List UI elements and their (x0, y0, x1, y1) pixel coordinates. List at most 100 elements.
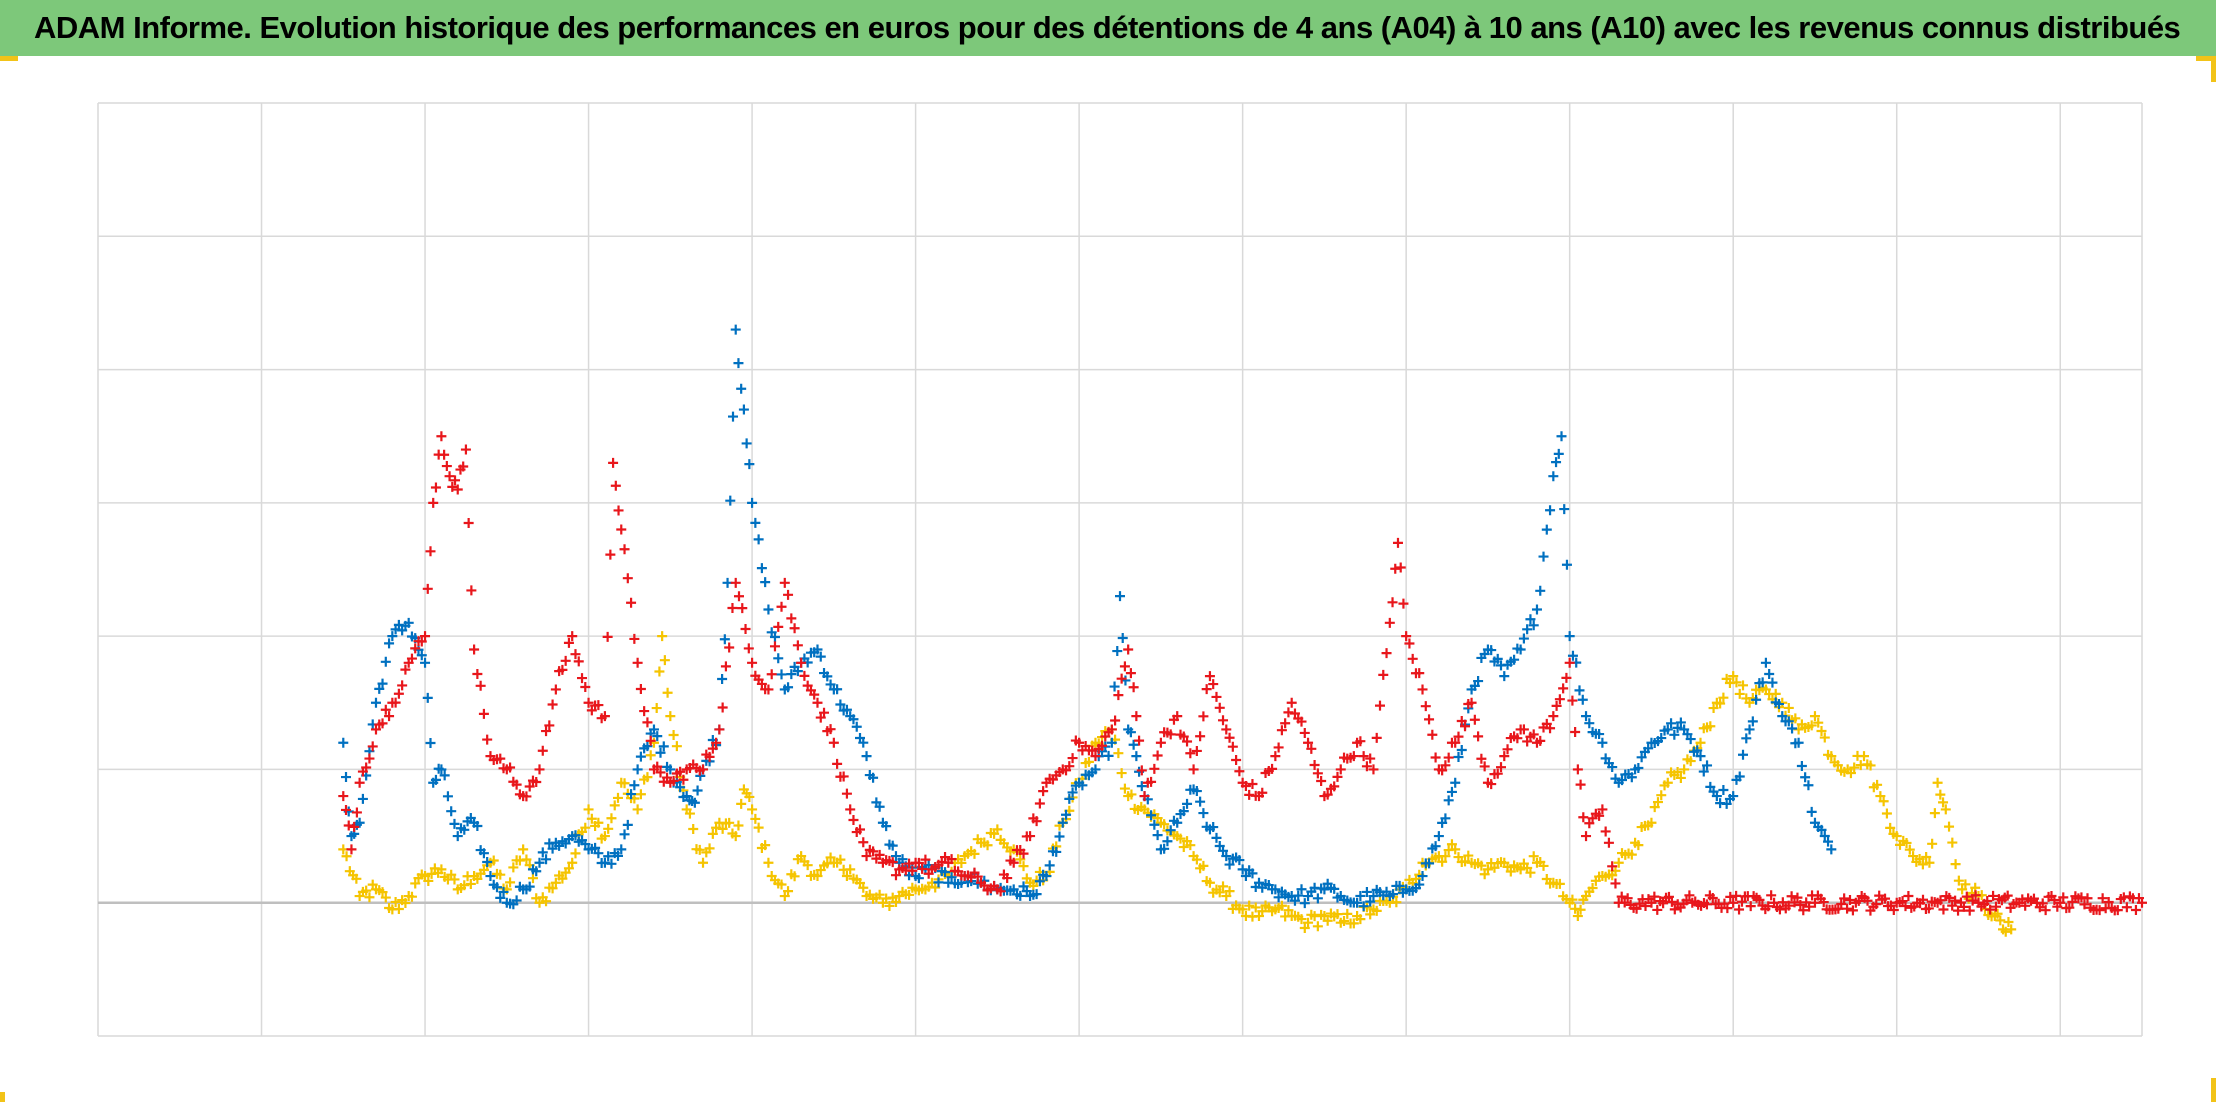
data-point (1312, 893, 1323, 904)
data-point (593, 848, 604, 859)
series-layer (338, 324, 2147, 937)
data-point (1443, 795, 1454, 806)
data-point (1015, 890, 1026, 901)
data-point (1900, 901, 1911, 912)
data-point (1175, 833, 1186, 844)
data-point (478, 848, 489, 859)
data-point (1903, 890, 1914, 901)
data-point (1414, 668, 1425, 679)
data-point (884, 900, 895, 911)
data-point (1554, 878, 1565, 889)
data-point (1548, 471, 1559, 482)
data-point (1424, 858, 1435, 869)
data-point (1067, 787, 1078, 798)
data-point (1666, 896, 1677, 907)
data-point (868, 772, 879, 783)
data-point (430, 774, 441, 785)
data-point (671, 741, 682, 752)
data-point (812, 871, 823, 882)
data-point (463, 518, 474, 529)
data-point (1809, 897, 1820, 908)
data-point (946, 872, 957, 883)
data-point (1257, 787, 1268, 798)
data-point (1018, 861, 1029, 872)
data-point (689, 797, 700, 808)
data-point (361, 885, 372, 896)
data-point (750, 517, 761, 528)
data-point (2055, 897, 2066, 908)
data-point (1198, 808, 1209, 819)
data-point (1603, 837, 1614, 848)
data-point (684, 808, 695, 819)
data-point (357, 793, 368, 804)
data-point (1476, 753, 1487, 764)
data-point (783, 589, 794, 600)
data-point (1348, 918, 1359, 929)
data-point (1224, 732, 1235, 743)
data-point (1751, 694, 1762, 705)
data-point (887, 857, 898, 868)
data-point (1365, 753, 1376, 764)
data-point (645, 750, 656, 761)
data-point (799, 670, 810, 681)
data-point (377, 678, 388, 689)
data-point (416, 636, 427, 647)
data-point (1923, 903, 1934, 914)
data-point (1938, 904, 1949, 915)
data-point (1646, 817, 1657, 828)
data-point (1355, 890, 1366, 901)
data-point (1777, 711, 1788, 722)
data-point (1031, 889, 1042, 900)
data-point (1574, 685, 1585, 696)
data-point (1878, 796, 1889, 807)
data-point (838, 771, 849, 782)
data-point (704, 751, 715, 762)
data-point (1783, 900, 1794, 911)
data-point (835, 854, 846, 865)
data-point (832, 684, 843, 695)
data-point (491, 882, 502, 893)
data-point (626, 789, 637, 800)
data-point (346, 844, 357, 855)
data-point (645, 735, 656, 746)
data-point (1139, 791, 1150, 802)
data-point (675, 782, 686, 793)
data-point (657, 631, 668, 642)
data-point (1165, 825, 1176, 836)
data-point (711, 822, 722, 833)
data-point (707, 743, 718, 754)
data-point (1685, 734, 1696, 745)
data-point (1473, 676, 1484, 687)
data-point (920, 854, 931, 865)
data-point (570, 830, 581, 841)
data-point (1888, 904, 1899, 915)
data-point (1299, 923, 1310, 934)
data-point (1992, 908, 2003, 919)
data-point (534, 857, 545, 868)
data-point (1054, 831, 1065, 842)
data-point (1240, 870, 1251, 881)
data-point (1918, 894, 1928, 905)
data-point (380, 704, 391, 715)
data-point (1204, 671, 1215, 682)
data-point (1575, 779, 1586, 790)
data-point (845, 864, 856, 875)
data-point (444, 471, 455, 482)
data-point (1115, 591, 1125, 602)
data-point (478, 708, 489, 719)
data-point (349, 821, 360, 832)
data-point (1201, 684, 1212, 695)
data-point (632, 764, 643, 775)
data-point (1995, 915, 2006, 926)
data-point (1695, 751, 1706, 762)
data-point (802, 860, 813, 871)
data-point (1607, 762, 1618, 773)
data-point (1921, 852, 1932, 863)
data-point (459, 824, 470, 835)
data-point (1188, 764, 1199, 775)
data-point (1914, 854, 1925, 865)
data-point (1440, 851, 1451, 862)
data-point (1528, 729, 1539, 740)
data-point (1957, 884, 1968, 895)
data-point (1515, 644, 1526, 655)
